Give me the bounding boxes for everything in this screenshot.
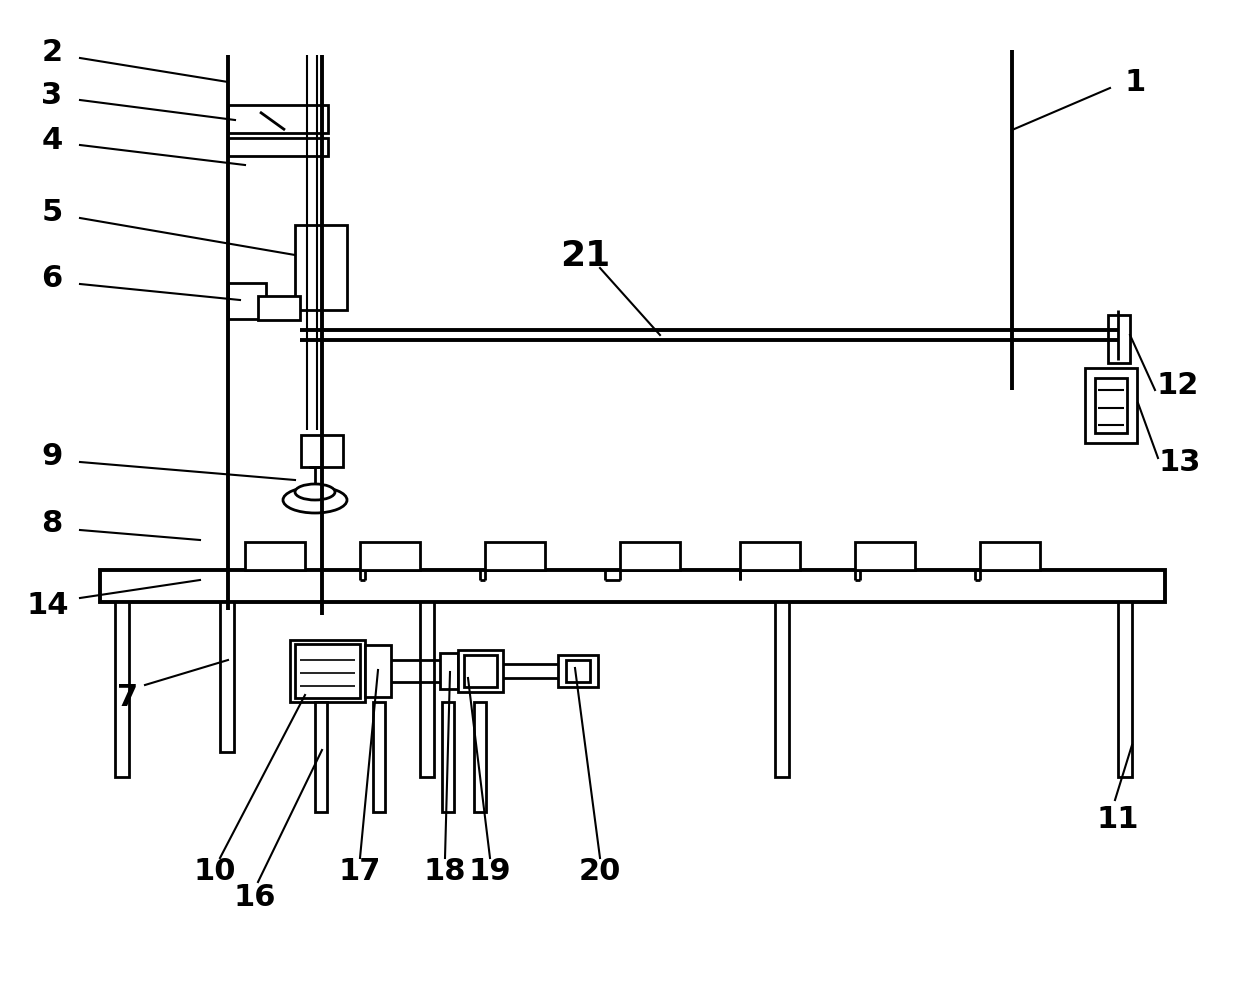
Text: 3: 3 — [41, 80, 62, 109]
Bar — [485, 542, 546, 570]
Text: 5: 5 — [41, 197, 63, 226]
Bar — [474, 702, 486, 812]
Text: 10: 10 — [193, 858, 237, 887]
Text: 1: 1 — [1125, 67, 1146, 96]
Text: 6: 6 — [41, 264, 63, 293]
Bar — [315, 702, 327, 812]
Bar — [360, 542, 420, 570]
Bar — [373, 702, 384, 812]
Bar — [1085, 368, 1137, 443]
Bar — [301, 435, 343, 467]
Bar — [620, 542, 680, 570]
Bar — [740, 542, 800, 570]
Bar — [558, 655, 598, 687]
Bar — [458, 650, 503, 692]
Bar — [775, 602, 789, 777]
Bar — [980, 542, 1040, 570]
Text: 4: 4 — [41, 125, 63, 154]
Bar — [228, 138, 329, 156]
Bar — [1109, 315, 1130, 363]
Ellipse shape — [295, 484, 335, 500]
Text: 9: 9 — [41, 442, 63, 471]
Bar — [440, 653, 458, 689]
Text: 21: 21 — [560, 239, 610, 273]
Bar — [441, 702, 454, 812]
Bar — [856, 542, 915, 570]
Text: 18: 18 — [424, 858, 466, 887]
Bar — [1095, 378, 1127, 433]
Bar — [246, 542, 305, 570]
Bar — [1118, 602, 1132, 777]
Text: 2: 2 — [41, 37, 62, 66]
Bar — [464, 655, 497, 687]
Bar — [258, 296, 300, 320]
Text: 11: 11 — [1096, 806, 1140, 835]
Bar — [295, 225, 347, 310]
Bar — [219, 602, 234, 752]
Text: 19: 19 — [469, 858, 511, 887]
Text: 12: 12 — [1157, 371, 1199, 400]
Text: 17: 17 — [339, 858, 381, 887]
Bar — [565, 660, 590, 682]
Text: 7: 7 — [118, 683, 139, 712]
Bar — [365, 645, 391, 697]
Ellipse shape — [283, 487, 347, 513]
Text: 8: 8 — [41, 509, 63, 538]
Bar — [420, 602, 434, 777]
Bar — [295, 644, 360, 698]
Bar — [100, 570, 1166, 602]
Bar — [290, 640, 365, 702]
Text: 13: 13 — [1159, 448, 1202, 477]
Bar — [228, 283, 267, 319]
Text: 20: 20 — [579, 858, 621, 887]
Bar — [115, 602, 129, 777]
Text: 16: 16 — [234, 884, 277, 913]
Bar — [228, 105, 329, 133]
Text: 14: 14 — [27, 591, 69, 620]
